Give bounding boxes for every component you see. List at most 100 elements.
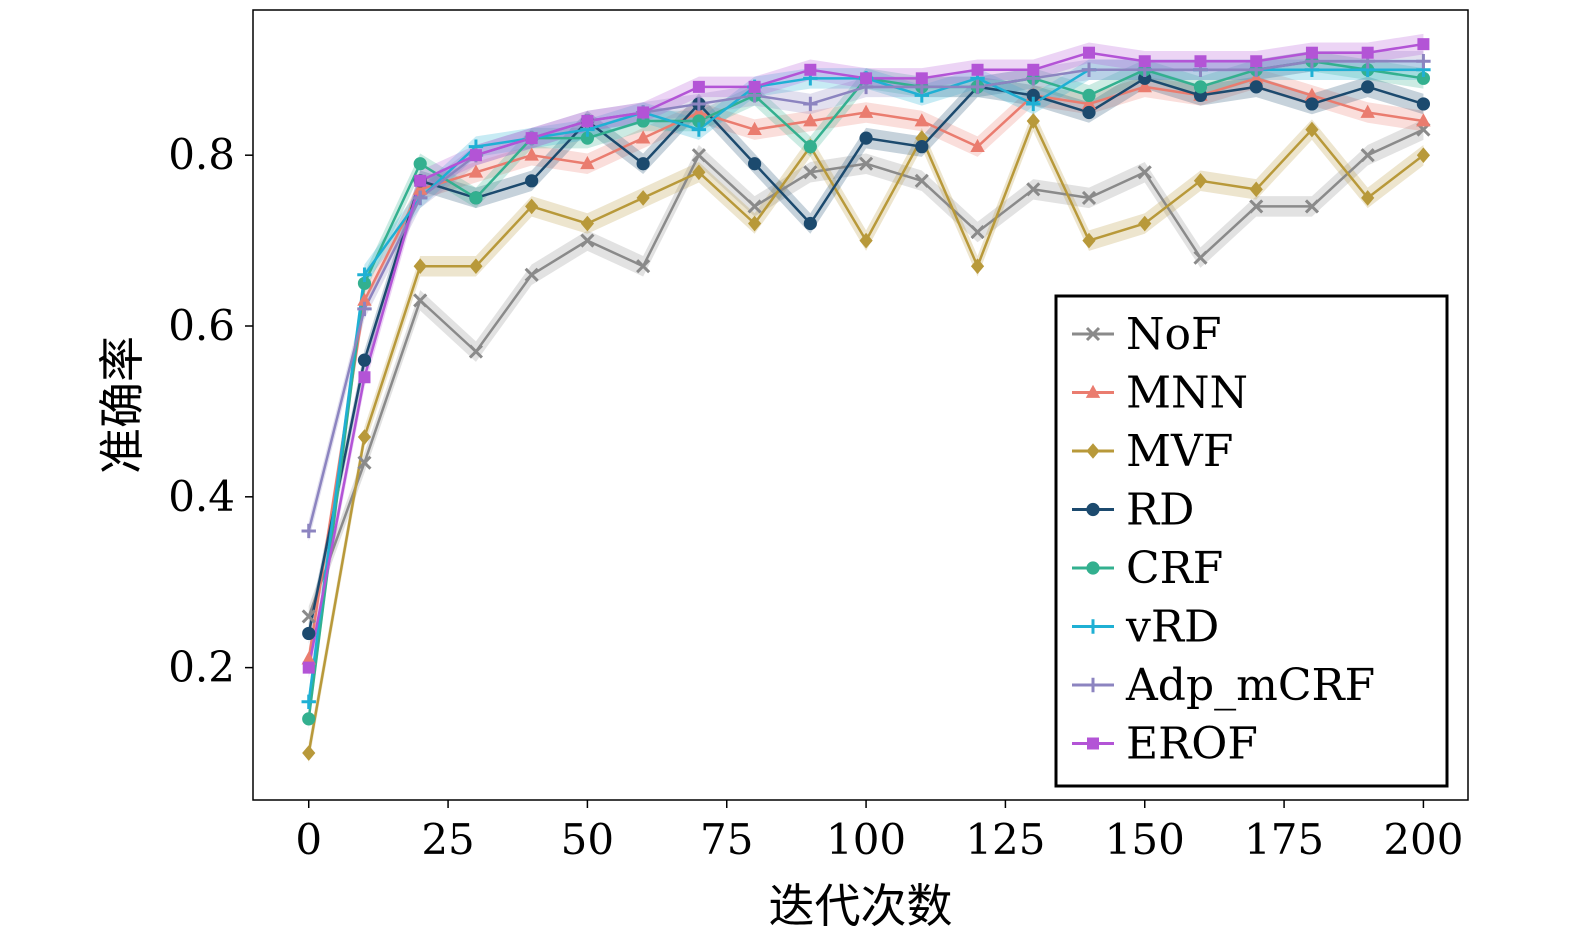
legend-marker-nof xyxy=(1085,326,1101,342)
point-rd-18 xyxy=(1305,97,1319,111)
point-erof-10 xyxy=(860,72,873,85)
point-rd-20 xyxy=(1416,97,1431,111)
point-erof-6 xyxy=(637,106,650,119)
point-rd-9 xyxy=(803,216,817,231)
point-erof-4 xyxy=(525,132,538,145)
x-tick-label: 150 xyxy=(1105,815,1185,864)
point-rd-0 xyxy=(302,626,316,641)
point-nof-16 xyxy=(1193,250,1208,265)
point-mnn-1 xyxy=(357,292,372,306)
point-adp-mcrf-14 xyxy=(1081,62,1097,77)
point-mvf-3 xyxy=(469,258,483,275)
point-mvf-7 xyxy=(692,164,706,181)
point-mnn-6 xyxy=(635,130,651,144)
point-rd-14 xyxy=(1082,105,1096,120)
point-rd-13 xyxy=(1026,88,1040,103)
point-mnn-19 xyxy=(1360,104,1375,118)
y-axis: 0.2 0.4 0.6 0.8 xyxy=(168,130,253,692)
point-mvf-5 xyxy=(580,215,595,232)
point-adp-mcrf-7 xyxy=(691,96,707,112)
point-nof-8 xyxy=(747,199,762,214)
point-nof-7 xyxy=(691,148,706,163)
legend-label-mnn: MNN xyxy=(1126,368,1248,419)
point-nof-19 xyxy=(1360,148,1375,163)
point-adp-mcrf-1 xyxy=(357,301,372,317)
point-erof-8 xyxy=(748,80,761,93)
point-nof-18 xyxy=(1304,199,1320,214)
point-rd-1 xyxy=(357,353,372,367)
point-erof-17 xyxy=(1250,55,1263,68)
point-mvf-16 xyxy=(1193,173,1208,189)
x-tick-label: 75 xyxy=(700,815,753,864)
point-mnn-18 xyxy=(1304,87,1320,101)
point-erof-15 xyxy=(1138,55,1151,68)
point-mvf-8 xyxy=(748,215,762,232)
point-rd-8 xyxy=(748,157,762,171)
point-rd-17 xyxy=(1249,80,1263,94)
point-vrd-13 xyxy=(1026,96,1041,112)
point-nof-14 xyxy=(1081,190,1097,205)
legend-marker-adp-mcrf xyxy=(1085,677,1101,693)
point-crf-14 xyxy=(1082,88,1096,103)
point-crf-0 xyxy=(302,712,316,726)
point-nof-17 xyxy=(1249,199,1264,214)
point-nof-6 xyxy=(636,259,651,274)
point-adp-mcrf-12 xyxy=(970,79,985,95)
point-erof-13 xyxy=(1027,63,1040,76)
legend-label-erof: EROF xyxy=(1126,719,1258,770)
point-erof-11 xyxy=(915,72,928,85)
legend-label-crf: CRF xyxy=(1126,543,1223,594)
legend-box xyxy=(1054,294,1449,788)
point-adp-mcrf-2 xyxy=(413,190,428,206)
point-mnn-9 xyxy=(803,113,818,127)
point-mvf-17 xyxy=(1249,181,1263,198)
point-erof-3 xyxy=(469,149,482,162)
point-mnn-4 xyxy=(524,147,539,161)
point-erof-18 xyxy=(1305,46,1318,59)
point-mnn-3 xyxy=(468,164,484,178)
legend-marker-rd xyxy=(1086,502,1100,517)
point-nof-5 xyxy=(580,233,595,248)
point-mvf-2 xyxy=(413,258,427,275)
y-tick-label: 0.4 xyxy=(168,472,235,521)
legend-marker-erof xyxy=(1087,737,1099,750)
point-erof-1 xyxy=(358,371,371,384)
legend-label-adp-mcrf: Adp_mCRF xyxy=(1125,660,1375,711)
point-erof-16 xyxy=(1194,55,1207,68)
point-mvf-13 xyxy=(1026,113,1040,129)
point-rd-4 xyxy=(525,174,539,188)
point-vrd-7 xyxy=(691,122,707,137)
legend-label-vrd: vRD xyxy=(1125,602,1219,653)
point-nof-0 xyxy=(301,609,316,624)
plot-frame xyxy=(252,9,1469,801)
x-tick-label: 125 xyxy=(965,815,1045,864)
point-mvf-20 xyxy=(1416,147,1431,163)
point-nof-4 xyxy=(524,267,539,282)
point-mvf-15 xyxy=(1138,215,1152,232)
point-erof-9 xyxy=(804,63,817,76)
point-nof-1 xyxy=(357,455,372,470)
point-mnn-15 xyxy=(1137,79,1152,93)
legend-label-nof: NoF xyxy=(1126,309,1222,360)
point-mnn-8 xyxy=(747,121,762,135)
point-nof-9 xyxy=(803,165,818,180)
point-mnn-17 xyxy=(1249,70,1264,84)
point-vrd-0 xyxy=(301,694,316,709)
point-mnn-5 xyxy=(580,155,595,170)
point-nof-13 xyxy=(1026,182,1041,197)
point-mnn-12 xyxy=(970,138,985,153)
point-erof-19 xyxy=(1361,46,1374,59)
point-mvf-11 xyxy=(915,130,929,146)
point-erof-0 xyxy=(302,661,315,674)
point-erof-20 xyxy=(1417,38,1430,51)
y-tick-label: 0.2 xyxy=(168,643,235,692)
point-mvf-14 xyxy=(1082,232,1096,249)
point-mnn-10 xyxy=(858,104,874,118)
point-mnn-0 xyxy=(301,651,316,665)
point-erof-2 xyxy=(414,174,427,187)
x-axis-title: 迭代次数 xyxy=(769,879,953,933)
point-erof-5 xyxy=(581,115,594,128)
x-tick-label: 50 xyxy=(561,815,614,864)
x-tick-label: 25 xyxy=(421,815,474,864)
